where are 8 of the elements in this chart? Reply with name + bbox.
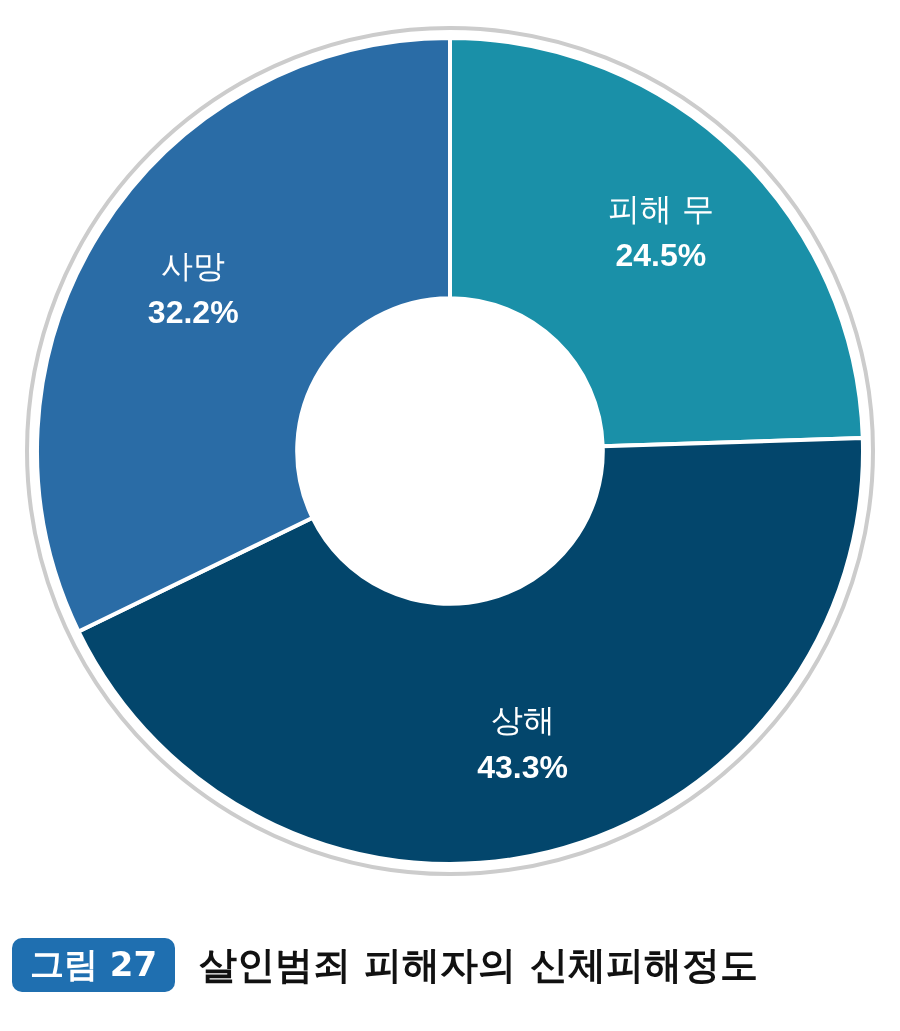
slice-label: 피해 무 [607, 189, 714, 228]
data-label: 43.3% [477, 748, 568, 785]
data-label: 32.2% [147, 294, 239, 331]
slice-label: 상해 [490, 701, 555, 740]
caption: 그림 27 [12, 938, 176, 992]
text: 살인범죄 피해자의 신체피해정도 [199, 941, 758, 989]
data-label: 24.5% [615, 237, 707, 274]
slice-label: 사망 [161, 246, 226, 285]
